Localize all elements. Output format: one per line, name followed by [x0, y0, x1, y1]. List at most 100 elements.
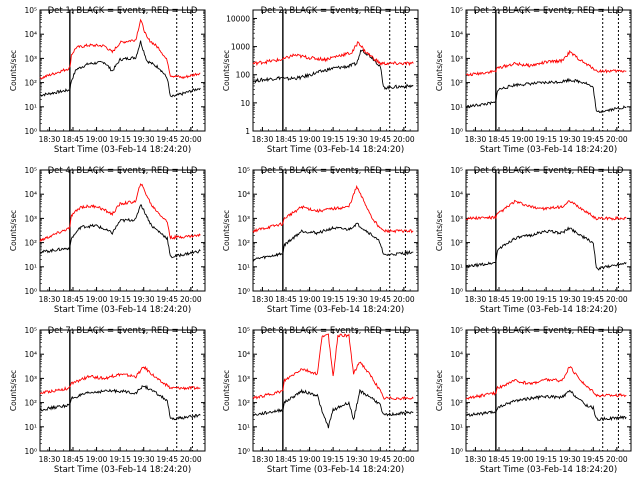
- x-axis-label: Start Time (03-Feb-14 18:24:20): [480, 145, 617, 155]
- x-axis-label: Start Time (03-Feb-14 18:24:20): [480, 465, 617, 475]
- y-tick-label: 10²: [24, 79, 37, 88]
- y-tick-label: 10¹: [237, 263, 250, 272]
- y-tick-label: 10⁰: [24, 287, 37, 296]
- series-events: [39, 384, 201, 421]
- x-tick-label: 19:00: [512, 295, 534, 304]
- y-tick-label: 10⁴: [24, 350, 37, 359]
- y-tick-label: 10⁴: [237, 350, 250, 359]
- series-lld: [465, 49, 627, 77]
- y-tick-label: 10⁴: [24, 30, 37, 39]
- y-tick-label: 10²: [237, 239, 250, 248]
- y-tick-label: 100: [236, 71, 251, 80]
- panel-title: Det 3: BLACK = Events, RED = LLD: [474, 6, 624, 16]
- plot-frame: [252, 9, 419, 132]
- x-tick-label: 20:00: [180, 455, 202, 464]
- x-tick-label: 18:30: [465, 455, 487, 464]
- series-lld: [39, 183, 201, 242]
- y-tick-label: 10⁴: [450, 350, 463, 359]
- plot-frame: [252, 169, 419, 292]
- panel-title: Det 5: BLACK = Events, RED = LLD: [261, 166, 411, 176]
- y-axis-label: Counts/sec: [9, 370, 18, 411]
- x-tick-label: 19:45: [582, 295, 604, 304]
- y-axis-label: Counts/sec: [435, 210, 444, 251]
- x-tick-label: 19:45: [582, 135, 604, 144]
- y-tick-label: 10⁴: [450, 190, 463, 199]
- x-tick-label: 19:30: [346, 135, 368, 144]
- x-tick-label: 19:00: [299, 455, 321, 464]
- y-tick-label: 10⁰: [24, 127, 37, 136]
- y-tick-label: 10: [240, 99, 250, 108]
- x-tick-label: 18:45: [488, 295, 510, 304]
- series-lld: [465, 366, 627, 400]
- x-tick-label: 19:15: [322, 455, 344, 464]
- y-tick-label: 10²: [24, 239, 37, 248]
- y-tick-label: 10²: [450, 239, 463, 248]
- y-tick-label: 10⁴: [450, 30, 463, 39]
- y-tick-label: 10³: [450, 54, 463, 63]
- y-tick-label: 10²: [24, 399, 37, 408]
- x-axis-label: Start Time (03-Feb-14 18:24:20): [54, 465, 191, 475]
- x-tick-label: 20:00: [180, 295, 202, 304]
- y-tick-label: 10¹: [450, 423, 463, 432]
- panel-title: Det 8: BLACK = Events, RED = LLD: [261, 326, 411, 336]
- series-events: [465, 77, 627, 114]
- plot-frame: [465, 169, 632, 292]
- y-tick-label: 10³: [24, 54, 37, 63]
- x-tick-label: 19:00: [86, 455, 108, 464]
- plot-frame: [465, 9, 632, 132]
- y-tick-label: 10⁵: [450, 6, 463, 15]
- y-tick-label: 10⁵: [237, 166, 250, 175]
- x-tick-label: 19:30: [133, 295, 155, 304]
- x-tick-label: 20:00: [180, 135, 202, 144]
- x-tick-label: 18:45: [275, 295, 297, 304]
- plot-frame: [39, 169, 206, 292]
- series-events: [465, 389, 627, 422]
- x-tick-label: 18:30: [465, 135, 487, 144]
- y-tick-label: 10³: [450, 374, 463, 383]
- y-tick-label: 10⁵: [450, 166, 463, 175]
- x-tick-label: 19:45: [369, 295, 391, 304]
- x-tick-label: 19:00: [86, 135, 108, 144]
- panel-det-2: 1 10 100 1000 10000 18:30 18:45 19:00 19:15 19:30…: [222, 6, 419, 155]
- plot-frame: [252, 329, 419, 452]
- series-events: [252, 222, 414, 262]
- y-tick-label: 10⁵: [450, 326, 463, 335]
- series-events: [39, 40, 201, 98]
- x-tick-label: 19:45: [156, 295, 178, 304]
- panel-title: Det 1: BLACK = Events, RED = LLD: [48, 6, 198, 16]
- y-axis-label: Counts/sec: [222, 370, 231, 411]
- y-axis-label: Counts/sec: [9, 50, 18, 91]
- series-events: [39, 204, 201, 259]
- series-lld: [39, 18, 201, 80]
- x-tick-label: 19:15: [109, 455, 131, 464]
- y-tick-label: 10⁰: [24, 447, 37, 456]
- x-tick-label: 19:15: [322, 135, 344, 144]
- series-lld: [252, 41, 414, 67]
- x-tick-label: 20:00: [606, 455, 628, 464]
- y-axis-label: Counts/sec: [435, 50, 444, 91]
- series-events: [252, 388, 414, 429]
- x-axis-label: Start Time (03-Feb-14 18:24:20): [54, 145, 191, 155]
- x-tick-label: 19:15: [535, 295, 557, 304]
- x-tick-label: 19:45: [156, 455, 178, 464]
- panel-title: Det 9: BLACK = Events, RED = LLD: [474, 326, 624, 336]
- x-tick-label: 18:45: [275, 135, 297, 144]
- x-tick-label: 18:45: [275, 455, 297, 464]
- plot-frame: [39, 9, 206, 132]
- x-axis-label: Start Time (03-Feb-14 18:24:20): [480, 305, 617, 315]
- x-tick-label: 18:30: [252, 135, 274, 144]
- x-tick-label: 19:15: [109, 295, 131, 304]
- x-tick-label: 19:15: [109, 135, 131, 144]
- y-tick-label: 10000: [226, 14, 250, 23]
- y-tick-label: 10¹: [24, 103, 37, 112]
- series-events: [465, 226, 627, 271]
- x-tick-label: 18:45: [488, 455, 510, 464]
